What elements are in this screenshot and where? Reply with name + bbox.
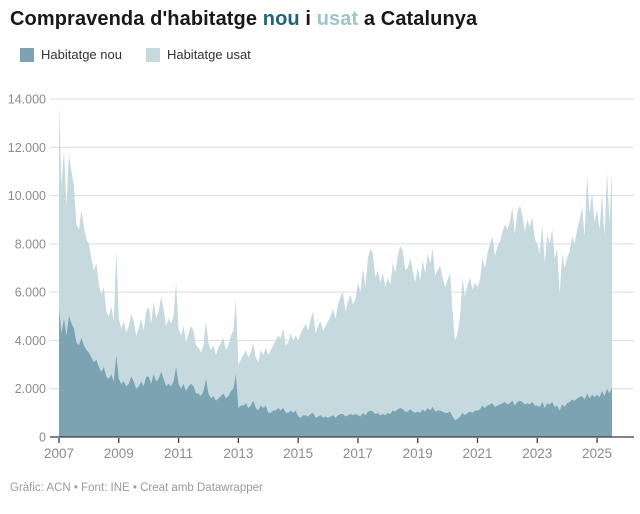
chart-legend: Habitatge nou Habitatge usat (20, 47, 251, 62)
x-tick-label: 2007 (44, 446, 74, 461)
attribution-footer: Gràfic: ACN • Font: INE • Creat amb Data… (10, 482, 263, 494)
x-tick-label: 2017 (343, 446, 373, 461)
y-tick-label: 14.000 (8, 93, 46, 107)
y-tick-label: 10.000 (8, 189, 46, 203)
legend-item-habitatge-usat: Habitatge usat (145, 47, 251, 62)
title-word-usat: usat (316, 8, 359, 30)
y-tick-label: 0 (39, 431, 46, 445)
title-word-nou: nou (262, 8, 300, 30)
title-part-2: i (299, 8, 317, 30)
legend-label-usat: Habitatge usat (166, 47, 251, 62)
x-tick-label: 2015 (283, 446, 313, 461)
y-tick-label: 2.000 (15, 382, 46, 396)
legend-label-nou: Habitatge nou (41, 47, 122, 62)
chart-title: Compravenda d'habitatge nou i usat a Cat… (10, 8, 630, 31)
title-part-1: Compravenda d'habitatge (10, 8, 263, 30)
x-tick-label: 2025 (582, 446, 612, 461)
legend-item-habitatge-nou: Habitatge nou (20, 47, 122, 62)
y-tick-label: 4.000 (15, 334, 46, 348)
x-tick-label: 2023 (522, 446, 552, 461)
x-tick-label: 2013 (223, 446, 253, 461)
y-tick-label: 12.000 (8, 141, 46, 155)
legend-swatch-usat (145, 47, 160, 62)
x-tick-label: 2021 (462, 446, 492, 461)
x-tick-label: 2011 (164, 446, 193, 461)
area-habitatge-usat (59, 103, 612, 437)
area-habitatge-nou (59, 309, 612, 437)
y-tick-label: 8.000 (15, 237, 46, 251)
y-tick-label: 6.000 (15, 286, 46, 300)
x-tick-label: 2019 (403, 446, 433, 461)
legend-swatch-nou (20, 47, 34, 62)
title-part-3: a Catalunya (358, 8, 478, 30)
x-tick-label: 2009 (104, 446, 134, 461)
